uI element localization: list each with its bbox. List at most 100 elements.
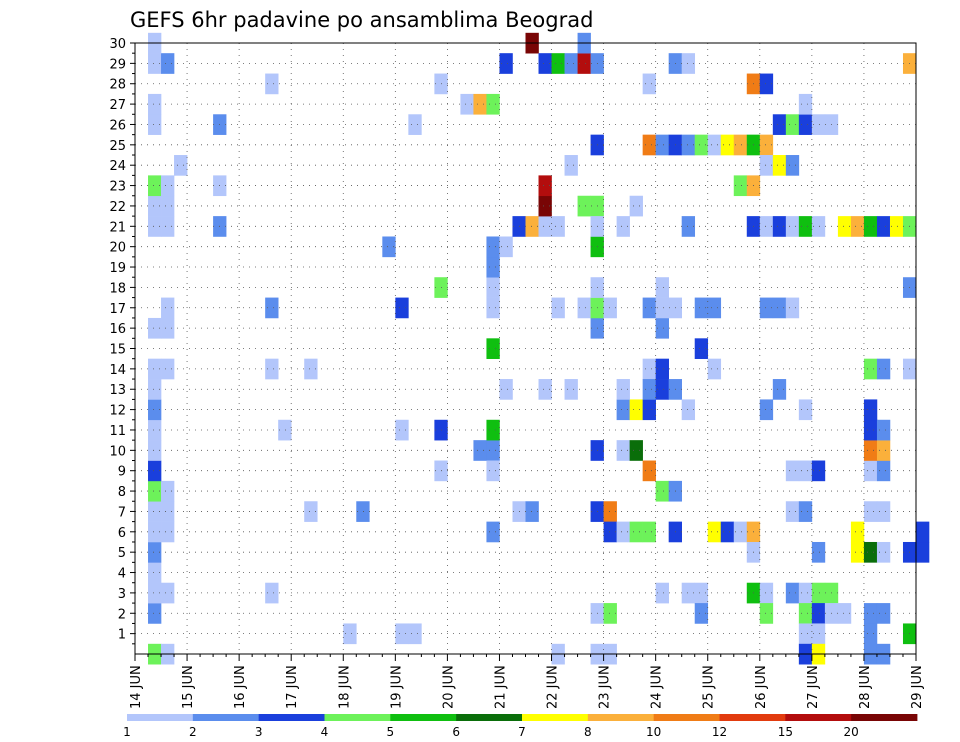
heatmap-cell-33 [161, 53, 175, 74]
heatmap-cell-141 [720, 134, 735, 156]
heatmap-cells [148, 32, 930, 665]
heatmap-cell-99 [603, 603, 617, 624]
heatmap-cell-177 [759, 399, 774, 421]
heatmap-cell-26 [161, 195, 175, 217]
heatmap-cell-229 [863, 216, 878, 237]
heatmap-cell-196 [785, 582, 800, 604]
colorbar-swatch [324, 714, 391, 721]
colorbar-swatch [719, 714, 786, 721]
heatmap-cell-184 [759, 297, 774, 319]
heatmap-cell-218 [876, 460, 891, 482]
heatmap-cell-121 [629, 195, 643, 217]
heatmap-cell-126 [642, 73, 656, 95]
y-axis: 1234567891011121314151617181920212223242… [109, 37, 135, 645]
x-tick-label: 16 JUN [233, 665, 248, 709]
heatmap-cell-172 [759, 73, 774, 95]
heatmap-cell-142 [733, 134, 748, 156]
heatmap-cell-76 [525, 216, 539, 237]
heatmap-cell-125 [642, 134, 656, 156]
heatmap-cell-39 [265, 358, 279, 380]
y-tick-label: 11 [109, 424, 126, 439]
y-tick-label: 1 [118, 628, 126, 643]
heatmap-cell-227 [837, 216, 852, 237]
heatmap-cell-193 [811, 114, 826, 135]
heatmap-cell-60 [473, 440, 487, 461]
heatmap-cell-216 [916, 521, 930, 543]
heatmap-cell-18 [148, 358, 162, 380]
heatmap-cell-201 [811, 603, 826, 624]
heatmap-cell-219 [863, 440, 878, 461]
heatmap-cell-119 [616, 379, 630, 400]
y-tick-label: 17 [109, 302, 126, 317]
heatmap-cell-28 [161, 175, 175, 197]
heatmap-cell-62 [486, 521, 500, 543]
heatmap-cell-208 [811, 541, 826, 563]
heatmap-cell-114 [616, 440, 630, 461]
heatmap-cell-21 [161, 317, 175, 339]
y-tick-label: 14 [109, 363, 126, 378]
heatmap-cell-179 [772, 155, 787, 176]
heatmap-cell-82 [538, 175, 552, 197]
heatmap-cell-220 [876, 440, 891, 461]
heatmap-cell-40 [265, 297, 279, 319]
x-tick-label: 19 JUN [389, 665, 404, 709]
heatmap-cell-80 [538, 53, 552, 74]
heatmap-cell-131 [655, 379, 669, 400]
heatmap-cell-135 [655, 277, 669, 298]
heatmap-cell-71 [499, 379, 513, 400]
heatmap-cell-9 [148, 501, 162, 522]
x-tick-label: 24 JUN [650, 665, 665, 709]
heatmap-cell-200 [798, 603, 813, 624]
heatmap-cell-42 [265, 73, 279, 95]
y-tick-label: 16 [109, 322, 126, 337]
heatmap-cell-124 [642, 297, 656, 319]
y-tick-label: 10 [109, 444, 126, 459]
x-tick-label: 20 JUN [441, 665, 456, 709]
colorbar-label: 15 [778, 725, 793, 739]
heatmap-cell-20 [148, 317, 162, 339]
heatmap-cell-136 [655, 134, 669, 156]
heatmap-cell-120 [616, 216, 630, 237]
colorbar-swatch [192, 714, 260, 721]
y-tick-label: 4 [118, 567, 126, 582]
heatmap-cell-83 [551, 216, 565, 237]
heatmap-cell-148 [681, 53, 696, 74]
heatmap-cell-30 [148, 114, 162, 135]
heatmap-cell-49 [408, 623, 422, 645]
heatmap-cell-233 [863, 501, 878, 522]
x-tick-label: 29 JUN [910, 665, 925, 709]
heatmap-cell-74 [525, 501, 539, 522]
colorbar-label: 5 [387, 725, 395, 739]
colorbar-swatch [587, 714, 655, 721]
heatmap-cell-189 [798, 460, 813, 482]
y-tick-label: 5 [118, 546, 126, 561]
heatmap-cell-90 [564, 155, 578, 176]
y-tick-label: 18 [109, 281, 126, 296]
colorbar-swatch [851, 714, 918, 721]
chart-title: GEFS 6hr padavine po ansamblima Beograd [130, 8, 593, 32]
colorbar-swatch [653, 714, 720, 721]
heatmap-cell-133 [655, 317, 669, 339]
heatmap-cell-149 [681, 582, 696, 604]
heatmap-cell-44 [304, 501, 318, 522]
x-tick-label: 26 JUN [754, 665, 769, 709]
heatmap-cell-225 [876, 358, 891, 380]
y-tick-label: 9 [118, 465, 126, 480]
y-tick-label: 20 [109, 241, 126, 256]
heatmap-cell-89 [564, 379, 578, 400]
heatmap-cell-70 [499, 236, 513, 258]
heatmap-cell-31 [148, 93, 162, 115]
heatmap-cell-91 [577, 195, 591, 217]
heatmap-cell-29 [174, 155, 188, 176]
heatmap-cell-151 [681, 399, 696, 421]
heatmap-cell-46 [356, 501, 370, 522]
heatmap-cell-224 [863, 358, 878, 380]
y-tick-label: 3 [118, 587, 126, 602]
heatmap-cell-123 [642, 379, 656, 400]
heatmap-cell-222 [876, 419, 891, 441]
colorbar-swatch [390, 714, 457, 721]
heatmap-cell-155 [694, 297, 709, 319]
y-tick-label: 19 [109, 261, 126, 276]
heatmap-cell-48 [395, 623, 409, 645]
